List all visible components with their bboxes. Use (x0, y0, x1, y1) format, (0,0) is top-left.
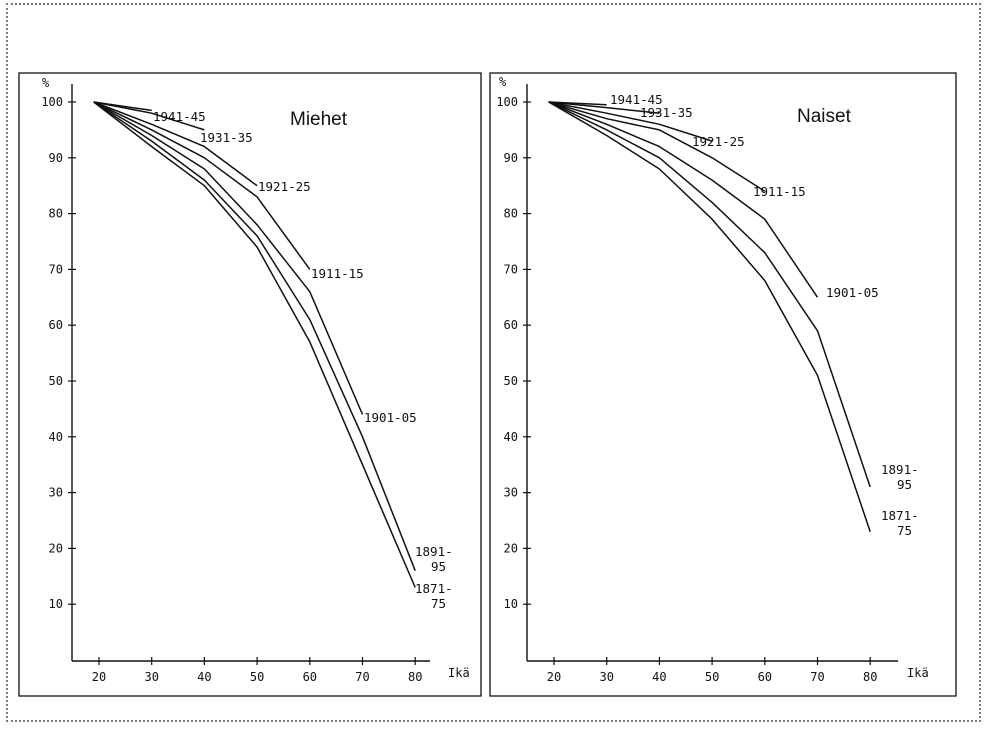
series-line-1891-95 (548, 101, 871, 488)
y-tick-label: 70 (504, 262, 518, 276)
y-tick-label: 50 (49, 374, 63, 388)
x-axis-label: Ikä (907, 666, 929, 680)
series-line-1911-15 (548, 101, 766, 192)
y-tick-label: 30 (504, 486, 518, 500)
series-label-1901-05: 1901-05 (826, 285, 879, 300)
series-label-1911-15: 1911-15 (753, 184, 806, 199)
chart-panel-naiset: 10 20 30 40 50 60 70 80 90 100 20 30 40 50 60 70 80% Ikä N… (489, 72, 957, 697)
y-tick-label: 90 (49, 151, 63, 165)
series-label-1871-75: 1871-75 (881, 508, 919, 538)
y-tick-label: 10 (49, 597, 63, 611)
y-tick-label: 40 (504, 430, 518, 444)
y-tick-label: 80 (49, 207, 63, 221)
x-tick-label: 60 (303, 670, 317, 684)
series-line-1931-35 (548, 101, 660, 114)
x-tick-label: 20 (92, 670, 106, 684)
x-tick-label: 80 (863, 670, 877, 684)
series-line-1871-75 (548, 101, 871, 532)
series-label-1891-95: 1891-95 (415, 544, 453, 574)
series-label-1921-25: 1921-25 (258, 179, 311, 194)
series-line-1921-25 (93, 101, 258, 187)
y-tick-label: 20 (49, 541, 63, 555)
series-line-1931-35 (93, 101, 205, 131)
series-line-1921-25 (548, 101, 713, 142)
chart-panel-miehet: 10 20 30 40 50 60 70 80 90 100 20 30 40 50 60 70 80% Ikä M… (18, 72, 482, 697)
y-tick-label: 100 (41, 95, 63, 109)
x-tick-label: 70 (355, 670, 369, 684)
panel-border (18, 72, 482, 697)
panel-title: Miehet (290, 109, 348, 130)
y-tick-label: 10 (504, 597, 518, 611)
y-tick-label: 50 (504, 374, 518, 388)
x-tick-label: 50 (250, 670, 264, 684)
series-line-1911-15 (93, 101, 311, 270)
y-tick-label: 30 (49, 486, 63, 500)
series-label-1891-95: 1891-95 (881, 462, 919, 492)
series-line-1871-75 (93, 101, 416, 588)
x-tick-label: 80 (408, 670, 422, 684)
series-label-1931-35: 1931-35 (640, 105, 693, 120)
y-tick-label: 70 (49, 262, 63, 276)
x-tick-label: 70 (810, 670, 824, 684)
series-label-1941-45: 1941-45 (610, 92, 663, 107)
x-tick-label: 60 (758, 670, 772, 684)
y-tick-label: 60 (49, 318, 63, 332)
x-tick-label: 30 (144, 670, 158, 684)
series-label-1931-35: 1931-35 (200, 130, 253, 145)
x-tick-label: 40 (197, 670, 211, 684)
series-label-1901-05: 1901-05 (364, 410, 417, 425)
y-tick-label: 80 (504, 207, 518, 221)
y-tick-label: 20 (504, 541, 518, 555)
y-axis-label: % (42, 76, 50, 90)
series-line-1891-95 (93, 101, 416, 571)
panel-border (489, 72, 957, 697)
panel-title: Naiset (797, 106, 852, 127)
x-tick-label: 30 (599, 670, 613, 684)
series-line-1901-05 (548, 101, 819, 298)
series-label-1911-15: 1911-15 (311, 266, 364, 281)
y-tick-label: 40 (49, 430, 63, 444)
series-label-1921-25: 1921-25 (692, 134, 745, 149)
y-tick-label: 60 (504, 318, 518, 332)
dotted-frame (6, 3, 981, 722)
y-tick-label: 90 (504, 151, 518, 165)
y-tick-label: 100 (496, 95, 518, 109)
y-axis-label: % (499, 75, 507, 89)
series-label-1941-45: 1941-45 (153, 109, 206, 124)
x-tick-label: 20 (547, 670, 561, 684)
series-label-1871-75: 1871-75 (415, 581, 453, 611)
x-tick-label: 40 (652, 670, 666, 684)
x-axis-label: Ikä (448, 666, 470, 680)
x-tick-label: 50 (705, 670, 719, 684)
series-line-1901-05 (93, 101, 364, 415)
